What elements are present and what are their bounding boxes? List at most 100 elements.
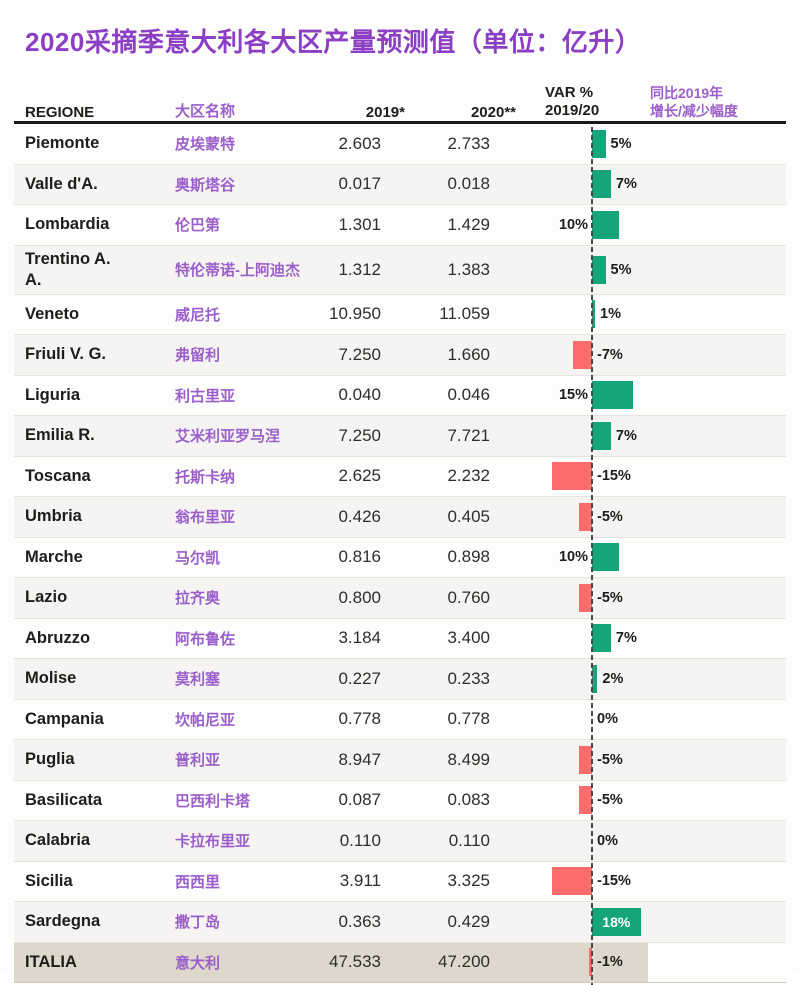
bar-header-line2: 增长/减少幅度 [650,103,738,119]
region-cn-name: 伦巴第 [175,217,221,235]
var-label: -5% [597,589,623,606]
var-bar-cell: -1% [530,943,786,983]
var-bar-cell: 18% [530,902,786,942]
var-bar-cell: 0% [530,821,786,861]
value-2019: 0.017 [338,174,381,194]
table-row: Lazio 拉齐奥 0.800 0.760 -5% [14,578,786,619]
var-bar [573,340,592,369]
region-name: Campania [25,709,104,728]
value-2019: 3.911 [339,871,381,891]
var-label: -15% [597,873,631,890]
table-row: ITALIA 意大利 47.533 47.200 -1% [14,942,786,983]
var-bar-cell: -5% [530,740,786,780]
value-2020: 0.083 [447,790,490,810]
value-2019: 3.184 [338,628,381,648]
var-label: 10% [558,216,588,233]
col-header-2019: 2019* [365,104,405,121]
var-label: -5% [597,792,623,809]
region-cn-name: 弗留利 [175,347,221,365]
value-2020: 8.499 [447,749,490,769]
table-row: Molise 莫利塞 0.227 0.233 2% [14,659,786,700]
var-label: 5% [610,135,632,152]
region-cn-name: 拉齐奥 [175,590,221,608]
value-2019: 1.301 [338,214,381,234]
value-2020: 0.233 [447,668,490,688]
var-label: 7% [615,630,637,647]
var-bar-cell: 7% [530,165,786,205]
value-2020: 1.660 [447,344,490,364]
value-2020: 3.325 [447,871,490,891]
var-bar-cell: 10% [530,205,786,245]
value-2020: 2.232 [447,466,490,486]
var-bar [592,381,633,410]
col-header-regione: REGIONE [25,104,95,121]
value-2019: 0.778 [338,709,381,729]
value-2020: 1.383 [447,259,490,279]
region-cn-name: 卡拉布里亚 [175,833,251,851]
var-label: -1% [597,954,623,971]
region-name: Marche [25,547,83,566]
var-bar [578,745,592,774]
region-name: Piemonte [25,134,100,153]
table-row: Abruzzo 阿布鲁佐 3.184 3.400 7% [14,618,786,659]
region-name: Lombardia [25,215,110,234]
region-name: Veneto [25,304,80,323]
value-2019: 10.950 [329,304,381,324]
page-title: 2020采摘季意大利各大区产量预测值（单位：亿升） [25,27,642,57]
var-bar-cell: 2% [530,659,786,699]
col-header-var-pct: VAR % 2019/20 [545,84,599,120]
table-row: Lombardia 伦巴第 1.301 1.429 10% [14,205,786,246]
var-bar-cell: 5% [530,124,786,164]
region-cn-name: 特伦蒂诺-上阿迪杰 [175,262,300,279]
value-2020: 0.429 [447,911,490,931]
bar-header-line1: 同比2019年 [650,85,724,101]
value-2019: 0.087 [338,790,381,810]
value-2019: 0.227 [338,668,381,688]
var-bar-cell: 7% [530,416,786,456]
var-bar-cell: 15% [530,376,786,416]
var-bar [578,786,592,815]
value-2019: 2.625 [338,466,381,486]
var-label: -5% [597,508,623,525]
col-header-bar-chart: 同比2019年 增长/减少幅度 [650,84,738,120]
region-cn-name: 皮埃蒙特 [175,136,236,154]
region-name: Friuli V. G. [25,345,106,364]
var-bar [592,421,611,450]
var-label: -7% [597,346,623,363]
var-bar [592,210,619,239]
var-bar [578,502,592,531]
region-name: Calabria [25,831,91,850]
region-cn-name: 马尔凯 [175,549,221,567]
value-2019: 0.800 [338,587,381,607]
production-table: REGIONE 大区名称 2019* 2020** VAR % 2019/20 … [14,80,786,985]
var-label: 10% [558,549,588,566]
var-label: 7% [615,176,637,193]
region-name: Lazio [25,588,68,607]
table-row: Toscana 托斯卡纳 2.625 2.232 -15% [14,456,786,497]
region-cn-name: 普利亚 [175,752,221,770]
var-bar [589,948,592,977]
col-header-cn-name: 大区名称 [175,103,236,120]
region-name: Abruzzo [25,628,91,647]
table-row: Calabria 卡拉布里亚 0.110 0.110 0% [14,821,786,862]
value-2020: 1.429 [447,214,490,234]
region-name: Puglia [25,750,75,769]
var-bar [592,624,611,653]
table-row: Basilicata 巴西利卡塔 0.087 0.083 -5% [14,780,786,821]
value-2019: 47.533 [329,952,381,972]
value-2020: 0.405 [447,506,490,526]
var-bar-cell: 1% [530,295,786,335]
col-header-chart: VAR % 2019/20 同比2019年 增长/减少幅度 [530,80,786,121]
var-label: 2% [602,670,624,687]
region-name: Liguria [25,385,81,404]
region-name: Basilicata [25,790,103,809]
var-bar [592,129,606,158]
value-2020: 0.046 [447,385,490,405]
value-2020: 11.059 [439,304,490,324]
var-label: -5% [597,751,623,768]
value-2019: 8.947 [338,749,381,769]
value-2020: 7.721 [447,425,490,445]
var-bar [592,300,595,329]
table-body: Piemonte 皮埃蒙特 2.603 2.733 5% Valle d'A. … [14,124,786,983]
